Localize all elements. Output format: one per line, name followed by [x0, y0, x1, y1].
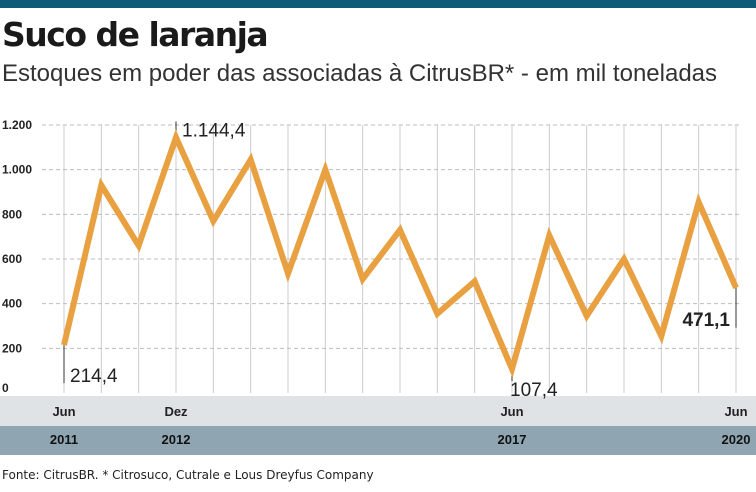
data-point	[473, 279, 477, 283]
x-year-label: 2017	[498, 432, 527, 447]
year-band	[0, 426, 756, 455]
data-point	[211, 219, 215, 223]
chart-title: Suco de laranja	[2, 15, 269, 54]
chart-subtitle: Estoques em poder das associadas à Citru…	[2, 60, 718, 87]
data-point	[659, 334, 663, 338]
month-band	[0, 396, 756, 426]
data-point	[585, 314, 589, 318]
data-point	[62, 343, 66, 347]
x-month-label: Jun	[724, 404, 747, 419]
y-tick-label: 0	[2, 381, 9, 395]
data-point	[398, 228, 402, 232]
data-label: 214,4	[70, 366, 118, 387]
top-accent-bar	[0, 0, 756, 8]
x-year-label: 2020	[722, 432, 751, 447]
x-month-label: Dez	[164, 404, 188, 419]
y-tick-label: 600	[2, 252, 22, 266]
x-year-label: 2011	[50, 432, 78, 447]
data-label: 471,1	[682, 310, 730, 331]
series-line	[61, 129, 739, 379]
data-label: 107,4	[510, 380, 558, 401]
y-tick-label: 1.000	[2, 163, 32, 177]
data-point	[137, 244, 141, 248]
x-year-label: 2012	[162, 432, 191, 447]
data-label: 1.144,4	[182, 120, 246, 141]
line-chart: 0 200 400 600 800 1.000 1.200 214,4 1.144,4 107,…	[0, 118, 756, 455]
data-point	[734, 286, 738, 290]
data-point	[435, 312, 439, 316]
data-point	[622, 257, 626, 261]
data-point	[547, 234, 551, 238]
data-point	[249, 158, 253, 162]
data-point	[361, 277, 365, 281]
data-point	[99, 183, 103, 187]
source-note: Fonte: CitrusBR. * Citrosuco, Cutrale e …	[2, 468, 374, 482]
data-point	[286, 272, 290, 276]
data-point	[174, 135, 178, 139]
y-tick-label: 400	[2, 297, 22, 311]
data-point	[323, 168, 327, 172]
data-point	[510, 367, 514, 371]
x-month-label: Jun	[52, 404, 75, 419]
y-tick-label: 200	[2, 341, 22, 355]
data-point	[697, 200, 701, 204]
x-month-label: Jun	[500, 404, 523, 419]
y-tick-label: 1.200	[2, 118, 32, 132]
y-tick-label: 800	[2, 207, 22, 221]
